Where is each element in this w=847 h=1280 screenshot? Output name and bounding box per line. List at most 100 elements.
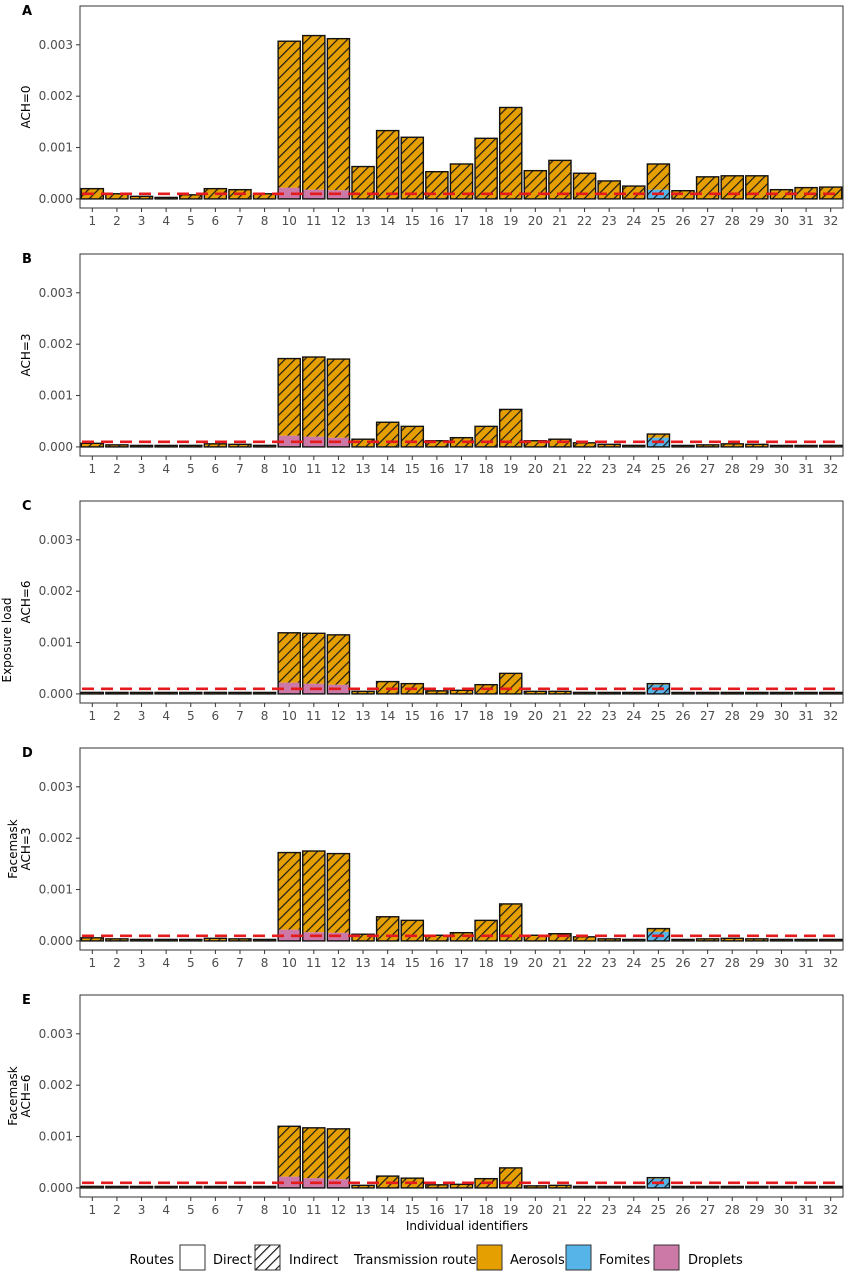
bar-outline (154, 196, 178, 200)
y-tick-label: 0.000 (39, 934, 73, 948)
bar-outline (351, 933, 375, 942)
y-tick-label: 0.003 (39, 533, 73, 547)
x-tick-label: 26 (675, 956, 690, 970)
x-tick-label: 1 (88, 709, 96, 723)
bar-8 (252, 691, 277, 695)
bar-outline (302, 356, 326, 448)
bar-segment-aerosols-hatch (524, 1185, 547, 1188)
bar-outline (326, 1128, 351, 1189)
x-tick-label: 29 (749, 462, 764, 476)
bar-outline (351, 1184, 375, 1189)
bar-23 (597, 443, 621, 448)
bar-32 (818, 1185, 843, 1189)
bar-segment-aerosols-hatch (351, 439, 375, 447)
x-tick-label: 28 (725, 214, 740, 228)
bar-outline (129, 691, 154, 695)
bar-outline (720, 1185, 745, 1189)
bar-11 (302, 34, 326, 200)
x-tick-label: 8 (261, 214, 269, 228)
x-tick-label: 30 (774, 462, 789, 476)
bar-18 (474, 425, 498, 448)
x-tick-label: 19 (503, 462, 518, 476)
x-tick-label: 19 (503, 709, 518, 723)
bar-segment-aerosols-hatch (302, 357, 325, 437)
bar-segment-aerosols-hatch (499, 409, 522, 447)
x-tick-label: 22 (577, 956, 592, 970)
x-tick-label: 20 (528, 956, 543, 970)
bar-outline (178, 1185, 203, 1189)
bar-segment-aerosols-hatch (228, 444, 252, 447)
bar-29 (745, 1185, 769, 1189)
panel-background (79, 500, 844, 704)
bar-outline (129, 938, 154, 942)
x-tick-label: 5 (187, 214, 195, 228)
x-tick-label: 19 (503, 214, 518, 228)
bar-segment-aerosols-hatch (105, 193, 128, 199)
legend-key-aerosols (476, 1244, 503, 1271)
x-tick-label: 29 (749, 956, 764, 970)
x-tick-label: 28 (725, 956, 740, 970)
bar-32 (818, 691, 843, 695)
x-tick-label: 32 (823, 462, 838, 476)
bar-segment-aerosols-hatch (253, 193, 276, 199)
x-tick-label: 11 (306, 709, 321, 723)
bar-outline (400, 682, 425, 695)
x-tick-label: 8 (261, 462, 269, 476)
bar-outline (228, 443, 252, 448)
bar-4 (154, 196, 178, 200)
x-tick-label: 11 (306, 956, 321, 970)
bar-outline (105, 691, 129, 695)
y-tick-label: 0.001 (39, 141, 73, 155)
x-tick-label: 32 (823, 956, 838, 970)
x-tick-label: 17 (454, 709, 469, 723)
x-tick-label: 27 (700, 214, 715, 228)
x-tick-label: 4 (162, 709, 170, 723)
x-tick-label: 32 (823, 1203, 838, 1217)
bar-12 (326, 852, 351, 942)
bar-14 (375, 421, 400, 448)
bar-segment-aerosols-hatch (179, 194, 202, 199)
x-tick-label: 7 (236, 214, 244, 228)
x-tick-label: 27 (700, 1203, 715, 1217)
bar-31 (794, 444, 818, 448)
bar-segment-droplets (278, 1176, 301, 1188)
x-tick-label: 8 (261, 1203, 269, 1217)
x-tick-label: 23 (602, 1203, 617, 1217)
bar-outline (646, 927, 671, 942)
bar-outline (302, 632, 326, 695)
legend-transmission-title: Transmission routes (353, 1253, 483, 1268)
bar-10 (277, 632, 301, 695)
bar-20 (523, 934, 548, 942)
bar-outline (178, 691, 203, 695)
bar-outline (818, 691, 843, 695)
bar-outline (154, 938, 178, 942)
x-tick-label: 32 (823, 214, 838, 228)
x-tick-label: 22 (577, 214, 592, 228)
bar-segment-aerosols-hatch (598, 180, 621, 199)
bar-30 (769, 444, 794, 448)
bar-outline (351, 165, 375, 200)
bar-10 (277, 851, 301, 942)
bar-segment-droplets (278, 187, 301, 199)
bar-outline (154, 444, 178, 448)
x-tick-label: 4 (162, 956, 170, 970)
x-tick-label: 21 (552, 1203, 567, 1217)
bar-segment-aerosols-hatch (376, 422, 399, 447)
bar-1 (80, 691, 105, 695)
bar-segment-aerosols-hatch (721, 175, 744, 199)
bar-14 (375, 916, 400, 942)
bar-outline (671, 938, 695, 942)
bar-outline (597, 691, 621, 695)
bar-outline (794, 444, 818, 448)
x-tick-label: 6 (212, 1203, 220, 1217)
y-tick-label: 0.000 (39, 1181, 73, 1195)
bar-outline (80, 937, 105, 942)
bar-outline (400, 136, 425, 200)
x-tick-label: 14 (380, 709, 395, 723)
bar-outline (622, 444, 646, 448)
bar-26 (671, 691, 695, 695)
